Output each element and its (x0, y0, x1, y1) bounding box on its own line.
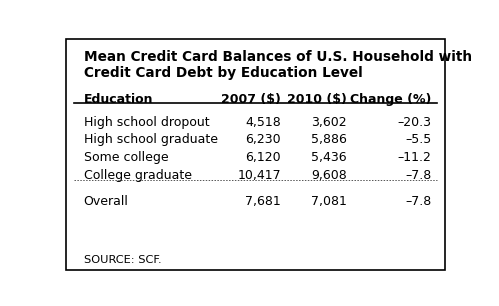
Text: 2007 ($): 2007 ($) (221, 93, 281, 106)
Text: Change (%): Change (%) (350, 93, 432, 106)
Text: High school dropout: High school dropout (84, 116, 209, 129)
Text: 6,230: 6,230 (245, 133, 281, 146)
Text: Credit Card Debt by Education Level: Credit Card Debt by Education Level (84, 66, 362, 80)
Text: 5,436: 5,436 (311, 151, 347, 164)
Text: Overall: Overall (84, 195, 129, 207)
Text: Some college: Some college (84, 151, 168, 164)
Text: 4,518: 4,518 (245, 116, 281, 129)
Text: High school graduate: High school graduate (84, 133, 218, 146)
Text: 10,417: 10,417 (237, 169, 281, 182)
Text: 5,886: 5,886 (311, 133, 347, 146)
Text: 7,681: 7,681 (245, 195, 281, 207)
Text: 2010 ($): 2010 ($) (287, 93, 347, 106)
Text: 9,608: 9,608 (311, 169, 347, 182)
Text: 7,081: 7,081 (311, 195, 347, 207)
Text: –5.5: –5.5 (406, 133, 432, 146)
Text: 3,602: 3,602 (311, 116, 347, 129)
Text: Mean Credit Card Balances of U.S. Household with: Mean Credit Card Balances of U.S. Househ… (84, 50, 472, 64)
Text: College graduate: College graduate (84, 169, 192, 182)
Text: –11.2: –11.2 (398, 151, 432, 164)
Text: 6,120: 6,120 (245, 151, 281, 164)
Text: –7.8: –7.8 (406, 169, 432, 182)
Text: Education: Education (84, 93, 153, 106)
Text: SOURCE: SCF.: SOURCE: SCF. (84, 255, 161, 265)
Text: –7.8: –7.8 (406, 195, 432, 207)
FancyBboxPatch shape (66, 39, 445, 270)
Text: –20.3: –20.3 (398, 116, 432, 129)
